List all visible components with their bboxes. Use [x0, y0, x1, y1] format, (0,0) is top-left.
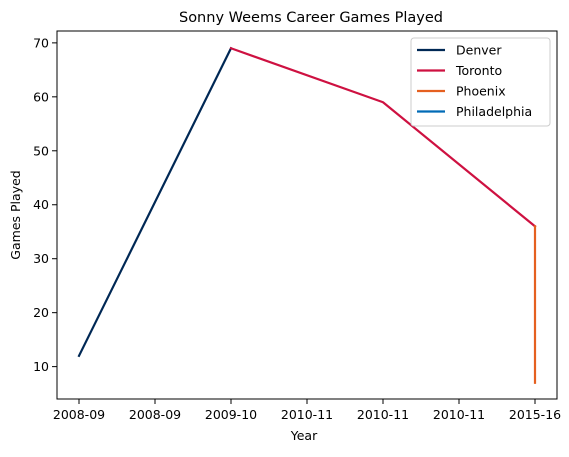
legend: Denver Toronto Phoenix Philadelphia [411, 38, 550, 126]
x-axis: 2008-09 2008-09 2009-10 2010-11 2010-11 2010-… [53, 399, 561, 422]
x-tick-label: 2008-09 [53, 407, 105, 422]
x-tick-label: 2010-11 [433, 407, 485, 422]
legend-label-denver: Denver [456, 43, 502, 58]
legend-label-toronto: Toronto [455, 63, 502, 78]
y-tick-label: 40 [33, 197, 49, 212]
y-tick-label: 50 [33, 143, 49, 158]
x-tick-label: 2010-11 [357, 407, 409, 422]
y-axis: 10 20 30 40 50 60 70 [33, 35, 57, 374]
y-axis-label: Games Played [8, 170, 23, 259]
x-tick-label: 2010-11 [281, 407, 333, 422]
y-tick-label: 70 [33, 35, 49, 50]
y-tick-label: 20 [33, 305, 49, 320]
legend-label-philadelphia: Philadelphia [456, 104, 532, 119]
series-line-denver [79, 48, 231, 356]
x-tick-label: 2008-09 [129, 407, 181, 422]
y-tick-label: 30 [33, 251, 49, 266]
chart-title: Sonny Weems Career Games Played [179, 10, 443, 26]
y-tick-label: 60 [33, 89, 49, 104]
x-tick-label: 2009-10 [205, 407, 257, 422]
y-tick-label: 10 [33, 359, 49, 374]
legend-label-phoenix: Phoenix [456, 84, 506, 99]
x-axis-label: Year [290, 428, 318, 443]
x-tick-label: 2015-16 [509, 407, 561, 422]
